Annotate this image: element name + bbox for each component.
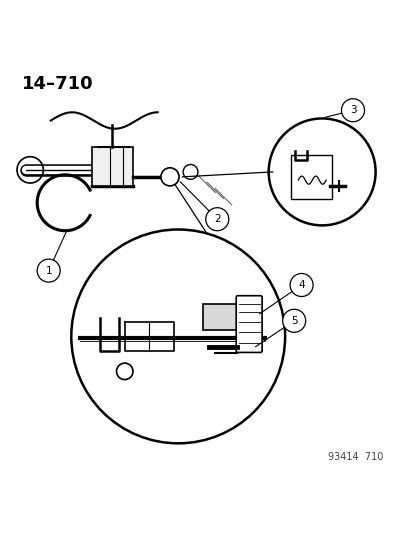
Text: 5: 5 bbox=[290, 316, 297, 326]
Text: 93414  710: 93414 710 bbox=[328, 452, 383, 462]
Bar bbox=[202, 303, 237, 330]
Text: 4: 4 bbox=[297, 280, 304, 290]
Text: 3: 3 bbox=[349, 105, 356, 115]
Circle shape bbox=[341, 99, 363, 122]
Circle shape bbox=[161, 168, 178, 186]
Circle shape bbox=[37, 259, 60, 282]
Text: 2: 2 bbox=[214, 214, 220, 224]
Circle shape bbox=[290, 273, 312, 296]
Text: 1: 1 bbox=[45, 265, 52, 276]
Bar bbox=[92, 147, 133, 187]
Text: 14–710: 14–710 bbox=[22, 75, 93, 93]
Bar bbox=[291, 156, 332, 199]
FancyBboxPatch shape bbox=[236, 296, 261, 352]
Circle shape bbox=[282, 309, 305, 332]
Circle shape bbox=[205, 208, 228, 231]
